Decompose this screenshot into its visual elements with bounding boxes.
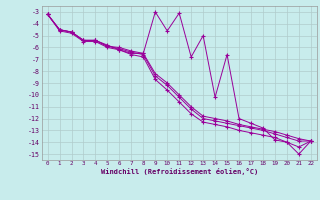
- X-axis label: Windchill (Refroidissement éolien,°C): Windchill (Refroidissement éolien,°C): [100, 168, 258, 175]
